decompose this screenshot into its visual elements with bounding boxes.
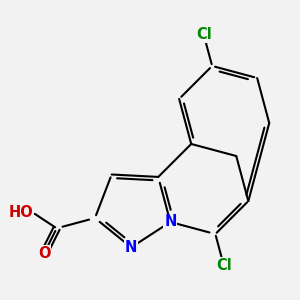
Text: Cl: Cl [196,27,212,42]
Text: N: N [125,240,137,255]
Text: N: N [164,214,176,230]
Text: Cl: Cl [216,258,232,273]
Text: HO: HO [8,206,33,220]
Text: O: O [38,246,50,261]
